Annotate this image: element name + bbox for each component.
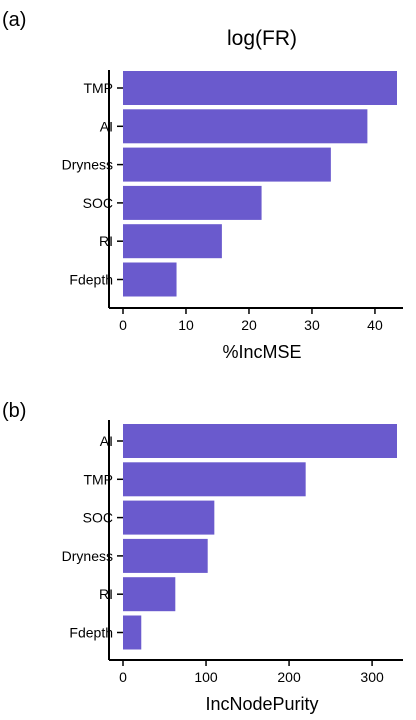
category-label-soc: SOC — [83, 195, 113, 211]
x-axis-label: %IncMSE — [222, 342, 301, 362]
bar-ai — [123, 109, 368, 144]
category-label-tmp: TMP — [83, 471, 113, 487]
bar-fdepth — [123, 615, 142, 650]
x-tick-label: 0 — [119, 669, 127, 685]
bar-ai — [123, 424, 397, 458]
bar-soc — [123, 185, 262, 220]
bar-dryness — [123, 147, 331, 182]
category-label-dryness: Dryness — [62, 157, 113, 173]
category-label-ri: RI — [99, 586, 113, 602]
category-label-ri: RI — [99, 233, 113, 249]
panel-b: (b) AI TMP SOC Dryness RI Fdepth 0 100 200 300 IncN… — [2, 400, 403, 714]
x-tick-label: 300 — [360, 669, 384, 685]
bar-tmp — [123, 71, 397, 105]
category-label-dryness: Dryness — [62, 548, 113, 564]
category-label-soc: SOC — [83, 510, 113, 526]
bar-dryness — [123, 538, 208, 573]
bar-fdepth — [123, 262, 177, 297]
category-label-fdepth: Fdepth — [69, 272, 113, 288]
x-tick-label: 200 — [277, 669, 301, 685]
x-tick-label: 100 — [194, 669, 218, 685]
x-tick-label: 0 — [119, 317, 127, 333]
bar-soc — [123, 500, 215, 535]
x-tick-label: 10 — [178, 317, 194, 333]
x-tick-label: 40 — [367, 317, 383, 333]
category-label-fdepth: Fdepth — [69, 625, 113, 641]
chart-title: log(FR) — [227, 27, 297, 50]
x-tick-label: 30 — [304, 317, 320, 333]
category-label-ai: AI — [100, 118, 113, 134]
bar-ri — [123, 224, 222, 259]
category-label-tmp: TMP — [83, 80, 113, 96]
panel-label: (b) — [2, 400, 26, 422]
panel-a: (a) log(FR) TMP AI Dryness SOC RI Fdepth 0 10 20 30… — [2, 9, 403, 362]
category-label-ai: AI — [100, 433, 113, 449]
x-tick-label: 20 — [241, 317, 257, 333]
panel-label: (a) — [2, 9, 26, 31]
bar-ri — [123, 577, 176, 612]
bar-tmp — [123, 462, 306, 497]
x-axis-label: IncNodePurity — [205, 694, 318, 714]
